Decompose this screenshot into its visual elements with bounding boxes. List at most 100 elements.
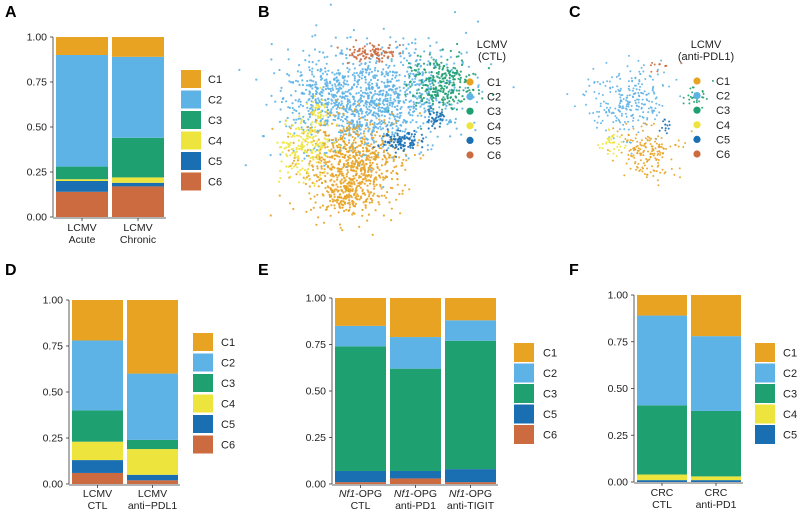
- point-c1: [342, 106, 345, 109]
- point-c2: [414, 77, 417, 80]
- point-c1: [351, 128, 354, 131]
- point-c3: [441, 48, 444, 51]
- point-c1: [379, 185, 382, 188]
- point-c2: [392, 85, 395, 88]
- point-c5: [408, 144, 412, 147]
- point-c1: [302, 176, 305, 179]
- point-c1: [361, 192, 364, 195]
- point-c2: [365, 122, 368, 125]
- point-c4: [616, 145, 619, 148]
- point-c2: [353, 102, 356, 105]
- point-c5: [397, 148, 400, 151]
- point-c2: [439, 49, 442, 52]
- point-c4: [320, 146, 324, 149]
- point-c4: [293, 165, 296, 168]
- point-c1: [369, 152, 372, 155]
- point-c5: [407, 133, 410, 136]
- point-c2: [601, 119, 604, 122]
- point-c1: [295, 173, 298, 176]
- point-c3: [436, 75, 439, 79]
- point-c2: [423, 107, 426, 110]
- point-c6: [680, 62, 683, 65]
- point-c6: [391, 55, 394, 58]
- point-c2: [308, 60, 311, 63]
- point-c1: [368, 156, 371, 159]
- point-c1: [319, 124, 322, 127]
- legend-label-c5: C5: [543, 409, 557, 421]
- point-c4: [315, 161, 318, 164]
- panel-letter-f: F: [569, 262, 579, 279]
- point-c4: [307, 141, 310, 144]
- point-c3: [447, 90, 450, 93]
- point-c2: [293, 132, 296, 135]
- point-c2: [654, 118, 656, 121]
- point-c2: [333, 83, 337, 86]
- point-c2: [364, 62, 367, 65]
- point-c2: [337, 90, 340, 93]
- point-c4: [287, 143, 290, 146]
- point-c3: [407, 62, 411, 65]
- point-c2: [410, 135, 413, 138]
- point-c1: [353, 165, 356, 168]
- point-c5: [392, 141, 395, 144]
- point-c2: [352, 124, 355, 127]
- point-c1: [338, 155, 341, 158]
- point-c1: [416, 144, 419, 147]
- point-c4: [276, 141, 279, 144]
- point-c2: [619, 77, 622, 80]
- point-c1: [376, 194, 379, 197]
- point-c2: [619, 121, 622, 124]
- point-c4: [310, 128, 313, 131]
- point-c2: [394, 40, 397, 43]
- point-c2: [317, 97, 320, 100]
- point-c3: [445, 79, 449, 82]
- point-c2: [318, 50, 321, 54]
- point-c2: [315, 87, 319, 90]
- bar-f-1-c2: [637, 315, 687, 406]
- point-c1: [315, 173, 318, 176]
- point-c1: [362, 132, 365, 135]
- point-c6: [381, 60, 384, 63]
- point-c4: [277, 180, 281, 183]
- point-c2: [383, 110, 386, 113]
- point-c3: [711, 79, 714, 82]
- point-c2: [450, 103, 453, 106]
- point-c4: [597, 144, 600, 147]
- point-c2: [379, 89, 382, 93]
- point-c2: [391, 74, 394, 77]
- point-c1: [348, 193, 351, 196]
- point-c2: [476, 76, 479, 79]
- point-c3: [451, 71, 454, 74]
- point-c5: [409, 142, 412, 145]
- point-c1: [347, 125, 350, 128]
- y-tick-label: 0.75: [608, 336, 629, 348]
- point-c4: [306, 143, 309, 146]
- point-c2: [396, 87, 399, 90]
- point-c1: [366, 119, 369, 122]
- point-c2: [453, 11, 457, 14]
- point-c1: [340, 182, 343, 185]
- point-c3: [442, 64, 446, 67]
- point-c2: [353, 75, 356, 78]
- point-c3: [424, 90, 427, 93]
- point-c2: [419, 58, 422, 62]
- point-c1: [364, 158, 368, 162]
- point-c1: [307, 154, 310, 157]
- point-c2: [318, 100, 321, 104]
- point-c1: [312, 206, 315, 209]
- point-c2: [634, 76, 637, 79]
- point-c1: [651, 145, 654, 148]
- point-c4: [285, 146, 288, 149]
- point-c1: [639, 143, 642, 146]
- point-c1: [678, 167, 681, 170]
- point-c2: [461, 107, 464, 110]
- point-c2: [346, 122, 349, 125]
- point-c2: [398, 86, 401, 89]
- point-c1: [324, 186, 327, 190]
- point-c5: [664, 129, 667, 132]
- point-c2: [445, 104, 448, 108]
- point-c1: [321, 193, 324, 196]
- point-c1: [333, 193, 336, 196]
- point-c1: [332, 138, 335, 141]
